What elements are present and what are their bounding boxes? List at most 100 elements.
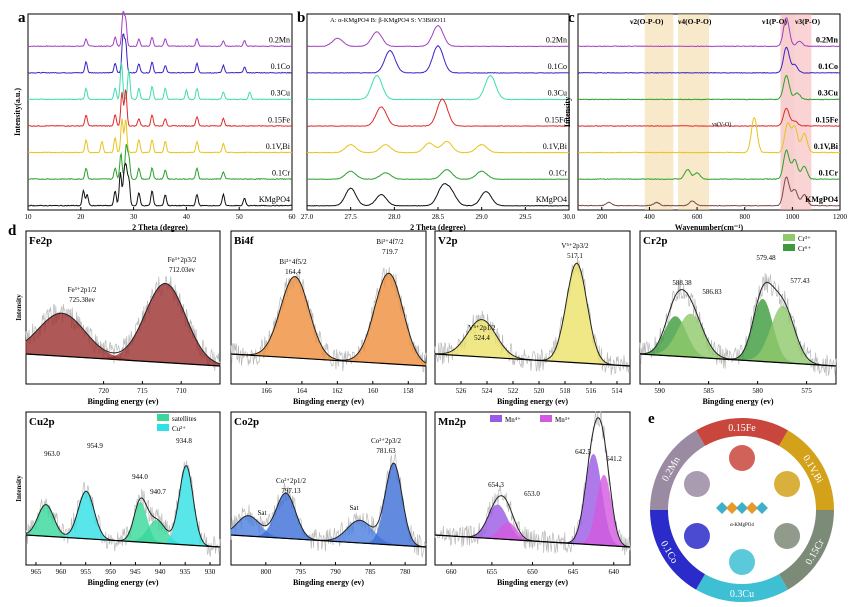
- tick-label-c-1: 400: [644, 213, 655, 221]
- series-label-a-6: KMgPO4: [259, 195, 290, 204]
- tick-label-co2p-0: 800: [261, 568, 272, 576]
- series-label-a-2: 0.3Cu: [271, 89, 290, 98]
- legend-swatch-cu-1: [157, 424, 169, 431]
- label-co-2: 797.13: [281, 487, 301, 495]
- series-label-b-4: 0.1V,Bi: [543, 142, 568, 151]
- tick-label-bi4f-3: 160: [368, 387, 379, 395]
- label-cu-4: 934.8: [176, 437, 192, 445]
- series-label-c-5: 0.1Cr: [819, 168, 839, 177]
- tick-label-a-4: 50: [236, 213, 244, 221]
- series-c-4: [578, 117, 841, 154]
- series-label-c-0: 0.2Mn: [816, 36, 839, 45]
- center-label: α-KMgPO4: [730, 523, 754, 528]
- tick-label-bi4f-1: 164: [297, 387, 308, 395]
- series-a-0: [28, 10, 293, 48]
- tick-label-mn2p-2: 650: [527, 568, 538, 576]
- label-fe-1b: 725.38ev: [69, 296, 95, 304]
- panel-a-frame: [27, 13, 293, 211]
- legend-b: A: α-KMgPO4 B: β-KMgPO4 S: V3Bi6O11: [330, 17, 446, 24]
- series-a-1: [27, 33, 293, 74]
- label-co-1: Co²⁺2p1/2: [276, 477, 306, 485]
- series-label-b-6: KMgPO4: [536, 195, 567, 204]
- tick-label-cu2p-3: 950: [105, 568, 116, 576]
- label-bi-2b: 719.7: [382, 248, 398, 256]
- tick-label-a-1: 20: [77, 213, 85, 221]
- tick-label-v2p-5: 516: [586, 387, 597, 395]
- series-b-2: [307, 74, 570, 101]
- xlabel-fe2p: Bingding energy (ev): [87, 397, 158, 406]
- baseline-fe2p: [25, 353, 221, 367]
- legend-swatch-cr-1: [783, 244, 795, 251]
- ylabel-c: Intensity: [563, 97, 572, 127]
- tick-label-a-3: 40: [183, 213, 191, 221]
- crystal-unit-4: [756, 502, 768, 514]
- band-label-2: ν1(P-O): [761, 17, 788, 26]
- sample-image-1: [774, 471, 801, 497]
- title-cr2p: Cr2p: [643, 235, 667, 247]
- envelope-cu2p: [25, 465, 220, 548]
- tick-label-a-5: 60: [289, 213, 297, 221]
- label-co-0: Sat: [258, 509, 267, 517]
- band-3: [794, 14, 812, 210]
- panel-letter-b: b: [297, 10, 305, 26]
- crystal-unit-0: [716, 502, 728, 514]
- tick-label-cu2p-0: 965: [31, 568, 42, 576]
- panel-v2p-frame: [434, 230, 631, 385]
- label-cu-0: 963.0: [44, 450, 60, 458]
- label-cr-0: 588.38: [672, 279, 692, 287]
- panel-cr2p-frame: [639, 230, 837, 385]
- series-a-5: [27, 144, 293, 181]
- label-co-3: Sat: [350, 504, 359, 512]
- label-bi-2a: Bi³⁺4f7/2: [376, 238, 404, 246]
- label-bi-1b: 164.4: [285, 268, 301, 276]
- label-bi-1a: Bi³⁺4f5/2: [279, 258, 307, 266]
- series-label-b-5: 0.1Cr: [549, 168, 567, 177]
- tick-label-v2p-1: 524: [482, 387, 493, 395]
- legend-label-mn-0: Mn⁴⁺: [505, 416, 521, 424]
- tick-label-b-0: 27.0: [301, 213, 314, 221]
- envelope-cr2p: [640, 281, 836, 367]
- label-mn-2: 642.5: [575, 448, 591, 456]
- ring-segment-1: [779, 430, 834, 510]
- panel-co2p-frame: [230, 411, 427, 566]
- series-label-b-1: 0.1Co: [548, 62, 567, 71]
- baseline-cu2p: [25, 534, 221, 548]
- series-label-a-4: 0.1V,Bi: [266, 142, 291, 151]
- tick-label-cu2p-6: 935: [180, 568, 191, 576]
- tick-label-co2p-2: 790: [330, 568, 341, 576]
- series-label-b-3: 0.15Fe: [545, 115, 567, 124]
- legend-swatch-cr-0: [783, 234, 795, 241]
- ring-segment-3: [696, 574, 788, 602]
- tick-label-b-2: 28.0: [388, 213, 401, 221]
- label-cr-3: 577.43: [790, 277, 810, 285]
- tick-label-v2p-4: 518: [560, 387, 571, 395]
- xlabel-bi4f: Bingding energy (ev): [293, 397, 364, 406]
- band-0: [644, 14, 674, 210]
- crystal-unit-1: [726, 502, 738, 514]
- title-co2p: Co2p: [234, 416, 259, 428]
- legend-swatch-cu-0: [157, 414, 169, 421]
- tick-label-cu2p-5: 940: [155, 568, 166, 576]
- label-v-1a: V⁵⁺2p1/2: [468, 324, 496, 332]
- crystal-unit-2: [736, 502, 748, 514]
- sample-image-4: [683, 523, 710, 549]
- tick-label-v2p-6: 514: [612, 387, 623, 395]
- tick-label-c-2: 600: [692, 213, 703, 221]
- ring-segment-2: [779, 510, 834, 590]
- band-label-1: ν4(O-P-O): [677, 17, 712, 26]
- label-cu-3: 940.7: [150, 488, 166, 496]
- panel-bi4f-frame: [230, 230, 427, 385]
- tick-label-mn2p-0: 660: [446, 568, 457, 576]
- series-c-0: [577, 17, 841, 48]
- tick-label-mn2p-4: 640: [609, 568, 620, 576]
- baseline-mn2p: [434, 534, 631, 548]
- series-label-a-0: 0.2Mn: [269, 36, 290, 45]
- crystal-unit-3: [746, 502, 758, 514]
- baseline-cr2p: [639, 353, 837, 367]
- title-fe2p: Fe2p: [29, 235, 52, 247]
- tick-label-bi4f-4: 158: [403, 387, 414, 395]
- legend-label-cr-1: Cr⁶⁺: [798, 245, 811, 253]
- xlabel-cu2p: Bingding energy (ev): [87, 578, 158, 587]
- label-cr-2: 579.48: [756, 254, 776, 262]
